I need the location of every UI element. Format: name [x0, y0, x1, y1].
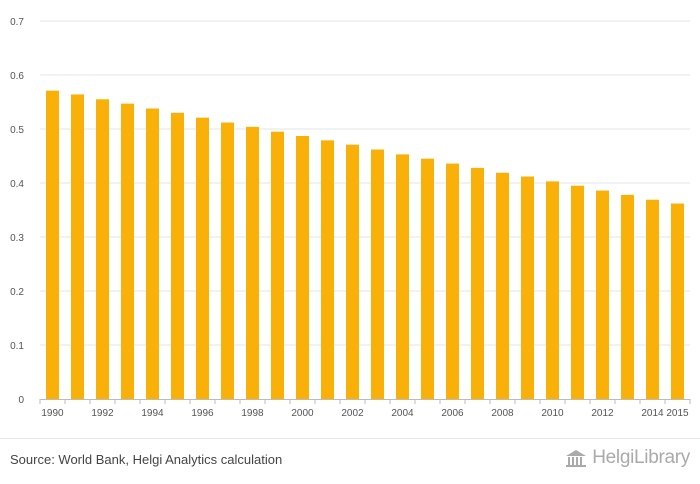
x-tick-label: 2015 — [666, 408, 689, 419]
x-tick-label: 1998 — [241, 408, 264, 419]
brand-logo: HelgiLibrary — [564, 447, 690, 469]
x-tick-label: 1990 — [41, 408, 64, 419]
bar-1990 — [46, 90, 59, 399]
bar-2008 — [496, 172, 509, 399]
bar-1996 — [196, 117, 209, 399]
y-tick-label: 0.3 — [10, 233, 24, 244]
bar-2009 — [521, 176, 534, 399]
bar-1995 — [171, 112, 184, 400]
y-tick-label: 0.2 — [10, 287, 24, 298]
y-tick-label: 0.5 — [10, 125, 24, 136]
x-tick-label: 1996 — [191, 408, 214, 419]
bar-2001 — [321, 140, 334, 399]
x-tick-label: 2012 — [591, 408, 614, 419]
bar-1997 — [221, 122, 234, 400]
x-tick-label: 1992 — [91, 408, 114, 419]
bar-2005 — [421, 158, 434, 399]
y-tick-label: 0.4 — [10, 179, 24, 190]
y-axis-tick-labels: 0 0.1 0.2 0.3 0.4 0.5 0.6 0.7 — [10, 17, 24, 406]
bar-2013 — [621, 194, 634, 399]
x-tick-label: 2004 — [391, 408, 414, 419]
bar-1991 — [71, 94, 84, 399]
y-tick-label: 0 — [18, 395, 24, 406]
bars — [46, 90, 684, 400]
bar-2012 — [596, 190, 609, 399]
x-tick-label: 2002 — [341, 408, 364, 419]
x-tick-label: 1994 — [141, 408, 164, 419]
bar-2007 — [471, 167, 484, 399]
bar-2011 — [571, 185, 584, 399]
y-tick-label: 0.1 — [10, 341, 24, 352]
chart-footer: Source: World Bank, Helgi Analytics calc… — [0, 438, 700, 484]
bar-1993 — [121, 103, 134, 400]
x-axis-tick-labels: 1990 1992 1994 1996 1998 2000 2002 2004 2006 2008… — [41, 408, 689, 419]
brand-name: HelgiLibrary — [592, 447, 690, 468]
x-axis — [39, 399, 691, 404]
bar-2002 — [346, 144, 359, 399]
x-tick-label: 2000 — [291, 408, 314, 419]
x-tick-label: 2006 — [441, 408, 464, 419]
y-tick-label: 0.7 — [10, 17, 24, 28]
source-note: Source: World Bank, Helgi Analytics calc… — [10, 452, 283, 467]
bar-2006 — [446, 163, 459, 399]
bar-2014 — [646, 199, 659, 399]
bar-1992 — [96, 99, 109, 400]
bar-2015 — [671, 203, 684, 399]
x-tick-label: 2014 — [641, 408, 664, 419]
x-tick-label: 2010 — [541, 408, 564, 419]
y-tick-label: 0.6 — [10, 71, 24, 82]
bar-1994 — [146, 108, 159, 399]
bar-chart: 00.10.20.30.40.50.60.7 1990 1992 1994 1996 1… — [10, 17, 691, 419]
bar-2004 — [396, 154, 409, 399]
bar-1999 — [271, 131, 284, 399]
bar-2000 — [296, 136, 309, 399]
library-building-icon — [566, 450, 587, 467]
bar-2003 — [371, 149, 384, 399]
x-tick-label: 2008 — [491, 408, 514, 419]
bar-1998 — [246, 126, 259, 399]
gridlines — [40, 20, 690, 346]
bar-2010 — [546, 181, 559, 399]
